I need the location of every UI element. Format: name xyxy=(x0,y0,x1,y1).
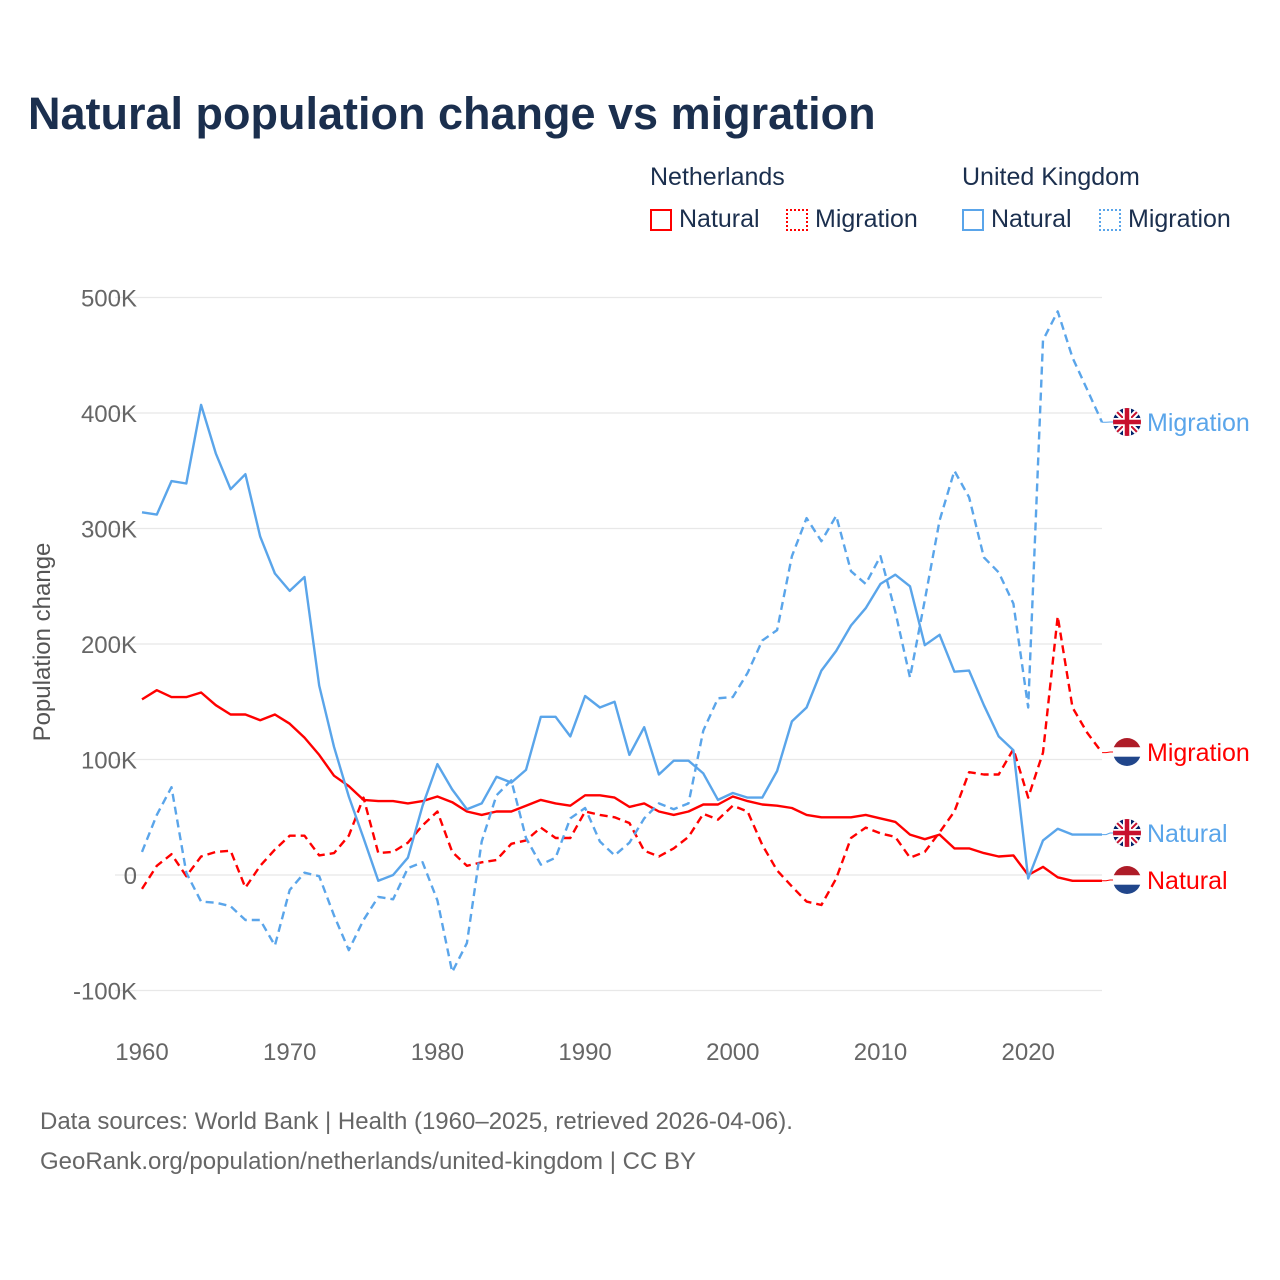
y-tick-label: 100K xyxy=(81,748,137,775)
flag-stripe xyxy=(1113,756,1141,766)
legend-item-nl-migration[interactable]: Migration xyxy=(786,205,918,234)
legend-group-netherlands: Netherlands xyxy=(650,163,785,191)
flag-body xyxy=(1113,408,1141,436)
end-label: Natural xyxy=(1147,820,1228,848)
legend-swatch xyxy=(1099,208,1121,231)
series-line-united-kingdom-migration xyxy=(140,310,1104,974)
end-connector xyxy=(1102,751,1114,754)
flag-cross-red xyxy=(1113,408,1141,436)
flag-stripe xyxy=(1113,875,1141,885)
legend-label: Natural xyxy=(679,205,760,233)
nl-flag-icon xyxy=(1113,866,1141,894)
x-tick-label: 2020 xyxy=(1002,1039,1055,1066)
uk-flag-icon xyxy=(1113,408,1141,436)
y-axis-label: Population change xyxy=(29,543,56,742)
uk-flag-icon xyxy=(1113,819,1141,847)
legend-item-uk-migration[interactable]: Migration xyxy=(1099,205,1231,234)
y-tick-label: 400K xyxy=(81,401,137,428)
legend-label: Migration xyxy=(1128,205,1231,233)
flag-cross-red xyxy=(1113,819,1141,847)
x-tick-label: 1960 xyxy=(115,1039,168,1066)
end-label: Migration xyxy=(1147,409,1250,437)
flag-body xyxy=(1113,738,1141,766)
series-line-netherlands-natural xyxy=(141,689,1102,882)
end-connector xyxy=(1102,832,1114,836)
y-tick-label: 200K xyxy=(81,632,137,659)
series-line-netherlands-migration xyxy=(140,615,1103,907)
x-tick-label: 2000 xyxy=(706,1039,759,1066)
legend-swatch xyxy=(650,208,672,231)
flag-stripe xyxy=(1113,884,1141,894)
y-tick-label: 0 xyxy=(124,863,137,890)
end-label: Migration xyxy=(1147,739,1250,767)
end-label: Natural xyxy=(1147,867,1228,895)
x-tick-label: 1980 xyxy=(411,1039,464,1066)
flag-body xyxy=(1113,819,1141,847)
legend-group-united-kingdom: United Kingdom xyxy=(962,163,1140,191)
x-tick-label: 1990 xyxy=(558,1039,611,1066)
series-line-united-kingdom-natural xyxy=(141,403,1102,882)
flag-body xyxy=(1113,866,1141,894)
legend-swatch xyxy=(962,208,984,231)
legend-label: Natural xyxy=(991,205,1072,233)
flag-stripe xyxy=(1113,866,1141,876)
footer-url[interactable]: GeoRank.org/population/netherlands/unite… xyxy=(40,1148,696,1175)
y-tick-label: -100K xyxy=(73,979,137,1006)
y-tick-label: 300K xyxy=(81,517,137,544)
legend-item-nl-natural[interactable]: Natural xyxy=(650,205,760,234)
legend-swatch xyxy=(786,208,808,231)
legend-label: Migration xyxy=(815,205,918,233)
flag-stripe xyxy=(1113,738,1141,748)
y-tick-label: 500K xyxy=(81,286,137,313)
nl-flag-icon xyxy=(1113,738,1141,766)
footer-source: Data sources: World Bank | Health (1960–… xyxy=(40,1108,793,1135)
x-tick-label: 2010 xyxy=(854,1039,907,1066)
legend-item-uk-natural[interactable]: Natural xyxy=(962,205,1072,234)
end-connector xyxy=(1102,879,1114,882)
x-tick-label: 1970 xyxy=(263,1039,316,1066)
flag-stripe xyxy=(1113,747,1141,757)
chart-title: Natural population change vs migration xyxy=(28,88,876,139)
